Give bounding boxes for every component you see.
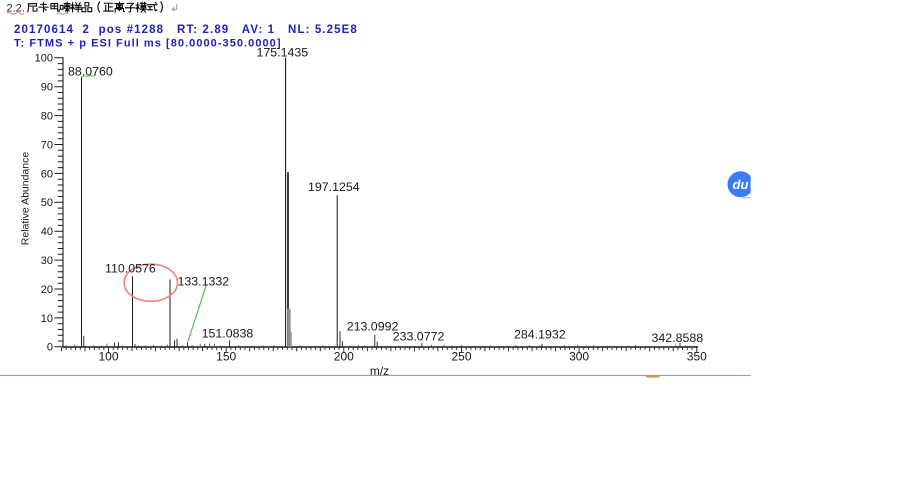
- svg-text:40: 40: [41, 226, 53, 238]
- svg-text:70: 70: [41, 139, 53, 151]
- svg-text:233.0772: 233.0772: [393, 330, 445, 344]
- svg-text:100: 100: [35, 53, 53, 65]
- svg-text:10: 10: [41, 313, 53, 325]
- svg-text:250: 250: [451, 350, 471, 364]
- svg-text:342.8588: 342.8588: [652, 331, 704, 345]
- svg-text:20: 20: [41, 284, 53, 296]
- svg-text:213.0992: 213.0992: [347, 320, 399, 334]
- svg-text:60: 60: [41, 168, 53, 180]
- svg-text:30: 30: [41, 255, 53, 267]
- svg-text:110.0576: 110.0576: [105, 261, 156, 275]
- svg-text:50: 50: [41, 197, 53, 209]
- svg-text:150: 150: [216, 350, 236, 364]
- svg-text:2.2.: 2.2.: [7, 2, 25, 14]
- svg-text:T: FTMS + p ESI Full ms [80.00: T: FTMS + p ESI Full ms [80.0000-350.000…: [14, 37, 282, 49]
- svg-text:90: 90: [41, 82, 53, 94]
- svg-text:du: du: [733, 177, 749, 192]
- svg-text:300: 300: [569, 350, 589, 364]
- svg-text:80: 80: [41, 111, 53, 123]
- svg-text:133.1332: 133.1332: [178, 274, 230, 288]
- svg-text:175.1435: 175.1435: [257, 46, 309, 60]
- svg-text:350: 350: [687, 350, 707, 364]
- svg-text:m/z: m/z: [370, 364, 389, 378]
- svg-text:151.0838: 151.0838: [202, 327, 254, 341]
- svg-text:0: 0: [47, 342, 53, 354]
- svg-text:88.0760: 88.0760: [68, 65, 113, 79]
- svg-text:284.1932: 284.1932: [514, 328, 566, 342]
- svg-text:20170614 2 pos #1288 RT: 2: 20170614 2 pos #1288 RT: 2.89 AV: 1 NL: …: [14, 24, 358, 36]
- svg-text:197.1254: 197.1254: [308, 180, 360, 194]
- svg-text:Relative Abundance: Relative Abundance: [20, 152, 32, 246]
- svg-text:100: 100: [98, 350, 118, 364]
- svg-text:200: 200: [334, 350, 354, 364]
